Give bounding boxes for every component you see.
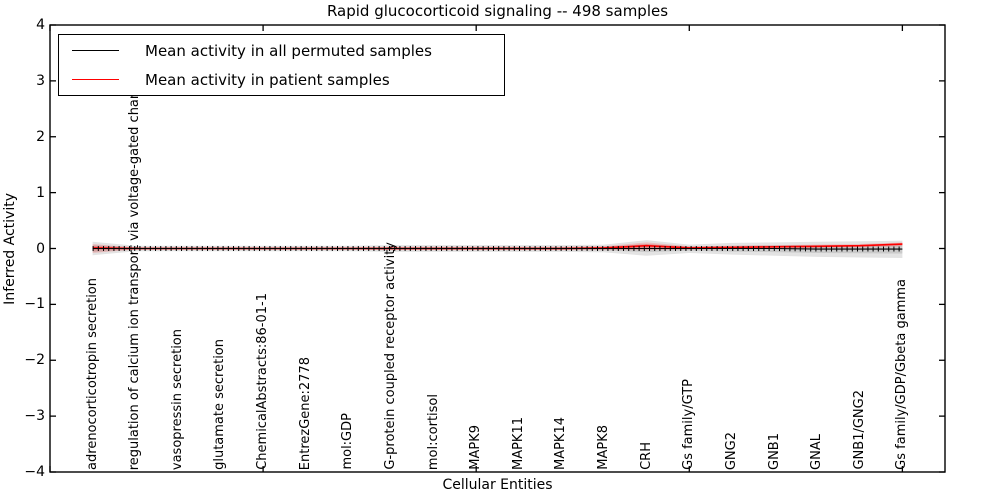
y-tick-label: −4: [24, 464, 45, 480]
confidence-band: [92, 242, 903, 253]
permuted-mean-line: [92, 247, 903, 250]
legend-item-label: Mean activity in patient samples: [145, 70, 390, 89]
y-tick-label: −3: [24, 408, 45, 425]
patient-line-sample-icon: [72, 78, 119, 81]
y-tick-label: 0: [36, 240, 45, 257]
y-tick-label: −1: [24, 296, 45, 313]
chart-title: Rapid glucocorticoid signaling -- 498 sa…: [326, 2, 669, 20]
x-axis-label: Cellular Entities: [442, 477, 553, 493]
y-tick-label: 2: [36, 128, 45, 145]
y-tick-label: 1: [36, 184, 45, 201]
legend-row-patient: Mean activity in patient samples: [59, 68, 504, 92]
y-tick-label: 3: [36, 72, 45, 89]
y-axis-label: Inferred Activity: [2, 193, 18, 305]
legend-item-label: Mean activity in all permuted samples: [145, 41, 432, 60]
legend-row-permuted: Mean activity in all permuted samples: [59, 39, 504, 63]
y-tick-label: 4: [36, 17, 45, 33]
y-tick-label: −2: [24, 352, 45, 369]
legend: Mean activity in all permuted samples Me…: [58, 34, 505, 96]
permuted-line-sample-icon: [72, 49, 119, 52]
